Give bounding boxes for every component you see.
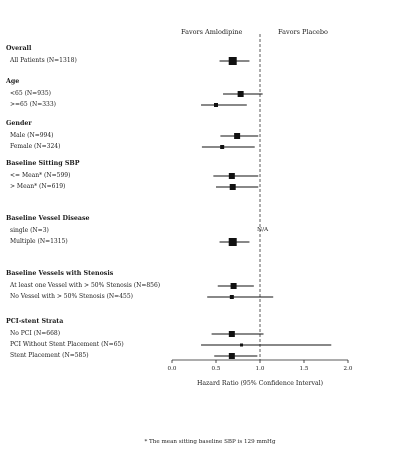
row-label: >=65 (N=333) bbox=[10, 101, 57, 108]
group-title: PCI-stent Strata bbox=[6, 318, 64, 325]
footnote: * The mean sitting baseline SBP is 129 m… bbox=[144, 439, 276, 445]
group-title: Overall bbox=[6, 45, 32, 52]
x-tick-label: 2.0 bbox=[343, 366, 353, 372]
hazard-ratio-marker bbox=[230, 283, 237, 289]
x-tick-label: 0.5 bbox=[211, 366, 221, 372]
group-title: Gender bbox=[6, 120, 32, 127]
hazard-ratio-marker bbox=[214, 103, 218, 107]
row-label: Male (N=994) bbox=[10, 132, 54, 139]
hazard-ratio-marker bbox=[228, 173, 235, 179]
group-title: Age bbox=[6, 78, 20, 85]
row-label: No Vessel with > 50% Stenosis (N=455) bbox=[10, 293, 133, 300]
row-label: <= Mean* (N=599) bbox=[10, 172, 71, 179]
row-label: Female (N=324) bbox=[10, 143, 61, 150]
hazard-ratio-marker bbox=[234, 133, 241, 139]
x-tick-label: 1.5 bbox=[299, 366, 309, 372]
hazard-ratio-marker bbox=[240, 343, 244, 347]
header-favors-amlodipine: Favors Amlodipine bbox=[181, 28, 243, 36]
group-title: Baseline Vessels with Stenosis bbox=[6, 270, 114, 277]
hazard-ratio-marker bbox=[228, 331, 235, 337]
row-label: No PCI (N=668) bbox=[10, 330, 61, 337]
row-label: PCI Without Stent Placement (N=65) bbox=[10, 341, 124, 348]
hazard-ratio-marker bbox=[229, 295, 234, 299]
hazard-ratio-marker bbox=[228, 57, 237, 65]
row-label: Multiple (N=1315) bbox=[10, 238, 68, 245]
row-label: > Mean* (N=619) bbox=[10, 183, 66, 190]
header-favors-placebo: Favors Placebo bbox=[278, 28, 328, 36]
row-label: Stent Placement (N=585) bbox=[10, 352, 89, 359]
not-applicable-note: N/A bbox=[257, 227, 269, 233]
x-tick-label: 1.0 bbox=[255, 366, 265, 372]
hazard-ratio-marker bbox=[237, 91, 244, 97]
hazard-ratio-marker bbox=[228, 353, 235, 359]
group-title: Baseline Sitting SBP bbox=[6, 160, 80, 167]
x-axis-label: Hazard Ratio (95% Confidence Interval) bbox=[196, 380, 324, 387]
row-label: single (N=3) bbox=[10, 227, 49, 234]
hazard-ratio-marker bbox=[220, 145, 225, 149]
x-tick-label: 0.0 bbox=[167, 366, 177, 372]
row-label: All Patients (N=1318) bbox=[10, 57, 77, 64]
row-label: <65 (N=935) bbox=[10, 90, 51, 97]
group-title: Baseline Vessel Disease bbox=[6, 215, 90, 222]
row-label: At least one Vessel with > 50% Stenosis … bbox=[10, 282, 161, 289]
hazard-ratio-marker bbox=[228, 238, 237, 246]
hazard-ratio-marker bbox=[229, 184, 236, 190]
